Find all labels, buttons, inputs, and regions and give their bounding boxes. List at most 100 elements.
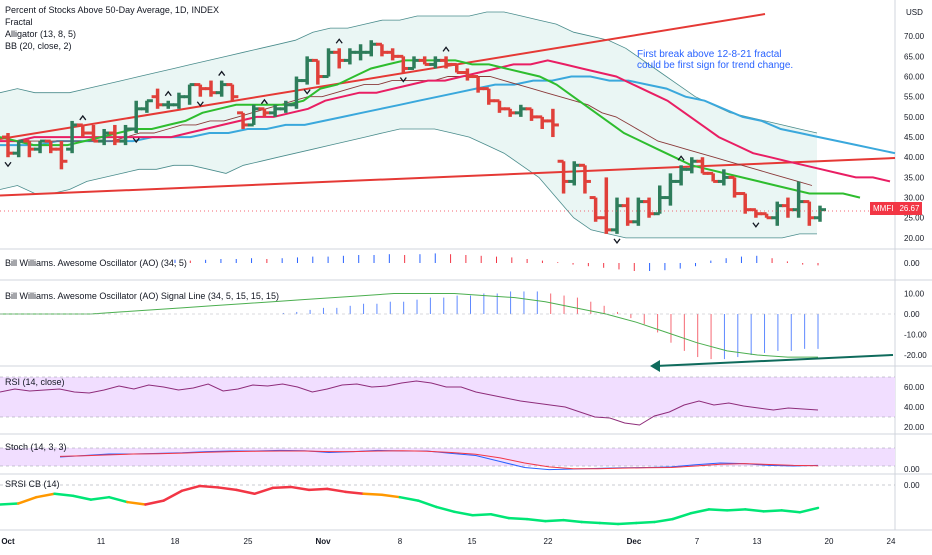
- srsi-segment: [544, 518, 565, 523]
- srsi-legend-text: SRSI CB (14): [5, 479, 60, 489]
- srsi-segment: [125, 500, 147, 506]
- annotation-arrow-head: [650, 360, 660, 372]
- srsi-segment: [35, 492, 56, 499]
- srsi-segment: [616, 521, 638, 526]
- srsi-segment: [780, 509, 802, 514]
- bollinger-fill: [0, 12, 817, 238]
- srsi-segment: [216, 486, 238, 492]
- srsi-segment: [671, 512, 693, 521]
- rsi-tick: 40.00: [904, 403, 925, 412]
- x-axis-label: 15: [468, 537, 477, 546]
- rsi-band-fill: [0, 377, 895, 417]
- srsi-segment: [289, 485, 311, 492]
- ohlc-bar: [546, 108, 559, 138]
- price-tick-label: 20.00: [904, 234, 925, 243]
- chart-title: Percent of Stocks Above 50-Day Average, …: [5, 5, 219, 15]
- x-axis-label: 11: [97, 537, 106, 546]
- srsi-segment: [707, 508, 729, 512]
- x-axis-label: Oct: [1, 537, 15, 546]
- price-badge: MMFI 26.67: [870, 202, 923, 215]
- srsi-segment: [435, 505, 456, 514]
- srsi-segment: [271, 485, 293, 490]
- srsi-segment: [525, 517, 547, 523]
- x-axis-label: 22: [544, 537, 553, 546]
- legend-alligator: Alligator (13, 8, 5): [5, 29, 77, 39]
- srsi-segment: [471, 513, 493, 517]
- fractal-up-marker: [164, 90, 172, 97]
- ao-signal-tick: 0.00: [904, 310, 920, 319]
- price-tick-label: 50.00: [904, 113, 925, 122]
- fractal-up-marker: [442, 46, 450, 52]
- x-axis-label: Nov: [315, 537, 331, 546]
- ao-legend-text: Bill Williams. Awesome Oscillator (AO) (…: [5, 258, 187, 268]
- fractal-down-marker: [196, 101, 204, 107]
- upper-trendline: [0, 13, 766, 141]
- price-tick-label: 70.00: [904, 32, 925, 41]
- rsi-tick: 60.00: [904, 383, 925, 392]
- price-tick-label: 65.00: [904, 52, 925, 61]
- rsi-line: [0, 380, 819, 426]
- x-axis-label: 24: [887, 537, 896, 546]
- fractal-down-marker: [4, 161, 12, 168]
- srsi-segment: [325, 487, 347, 494]
- srsi-segment: [235, 488, 256, 496]
- srsi-segment: [507, 516, 529, 521]
- fractal-up-marker: [677, 155, 685, 161]
- srsi-segment: [580, 520, 602, 525]
- srsi-segment: [653, 517, 674, 524]
- ao-legend: Bill Williams. Awesome Oscillator (AO) (…: [5, 257, 187, 269]
- ao-signal-legend: Bill Williams. Awesome Oscillator (AO) S…: [5, 290, 279, 302]
- srsi-segment: [380, 493, 402, 499]
- fractal-down-marker: [303, 89, 311, 95]
- main-legend: Percent of Stocks Above 50-Day Average, …: [5, 4, 219, 52]
- price-tick-label: 55.00: [904, 93, 925, 102]
- fractal-up-marker: [260, 98, 268, 105]
- srsi-segment: [689, 508, 711, 515]
- srsi-segment: [16, 495, 38, 505]
- ao-value-label: 0.00: [904, 259, 920, 268]
- srsi-segment: [598, 521, 620, 526]
- rsi-legend-text: RSI (14, close): [5, 377, 65, 387]
- fractal-down-marker: [752, 222, 760, 228]
- ohlc-bar: [226, 83, 239, 101]
- fractal-up-marker: [79, 114, 87, 121]
- price-tick-label: 35.00: [904, 173, 925, 182]
- ao-signal-legend-text: Bill Williams. Awesome Oscillator (AO) S…: [5, 291, 279, 301]
- rsi-legend: RSI (14, close): [5, 376, 65, 388]
- srsi-segment: [489, 513, 511, 520]
- bollinger-lower: [0, 128, 817, 239]
- price-tick-label: 30.00: [904, 194, 925, 203]
- stoch-band-fill: [0, 448, 895, 466]
- srsi-segment: [307, 487, 329, 492]
- currency-label: USD: [906, 8, 923, 17]
- srsi-segment: [253, 486, 274, 496]
- srsi-segment: [0, 502, 20, 506]
- srsi-segment: [71, 494, 93, 501]
- srsi-legend: SRSI CB (14): [5, 478, 60, 490]
- srsi-tick: 0.00: [904, 481, 920, 490]
- x-axis-label: 18: [171, 537, 180, 546]
- stoch-legend: Stoch (14, 3, 3): [5, 441, 67, 453]
- fractal-down-marker: [613, 238, 621, 244]
- price-tick-label: 40.00: [904, 153, 925, 162]
- fractal-up-marker: [335, 38, 343, 44]
- ao-signal-tick: -10.00: [904, 331, 927, 340]
- srsi-segment: [744, 508, 765, 513]
- srsi-segment: [107, 495, 129, 504]
- price-badge-value: 26.67: [899, 204, 920, 213]
- srsi-segment: [762, 509, 783, 513]
- price-badge-symbol: MMFI: [873, 204, 894, 213]
- ao-signal-tick: -20.00: [904, 351, 927, 360]
- alligator-lips: [0, 59, 861, 199]
- x-axis-label: 25: [244, 537, 253, 546]
- bollinger-upper: [0, 11, 818, 134]
- srsi-segment: [53, 492, 74, 497]
- alligator-jaw: [0, 76, 813, 186]
- srsi-segment: [344, 490, 365, 496]
- ao-signal-line: [0, 293, 818, 358]
- ohlc-bar: [814, 205, 826, 222]
- srsi-segment: [453, 510, 474, 517]
- price-tick-label: 60.00: [904, 73, 925, 82]
